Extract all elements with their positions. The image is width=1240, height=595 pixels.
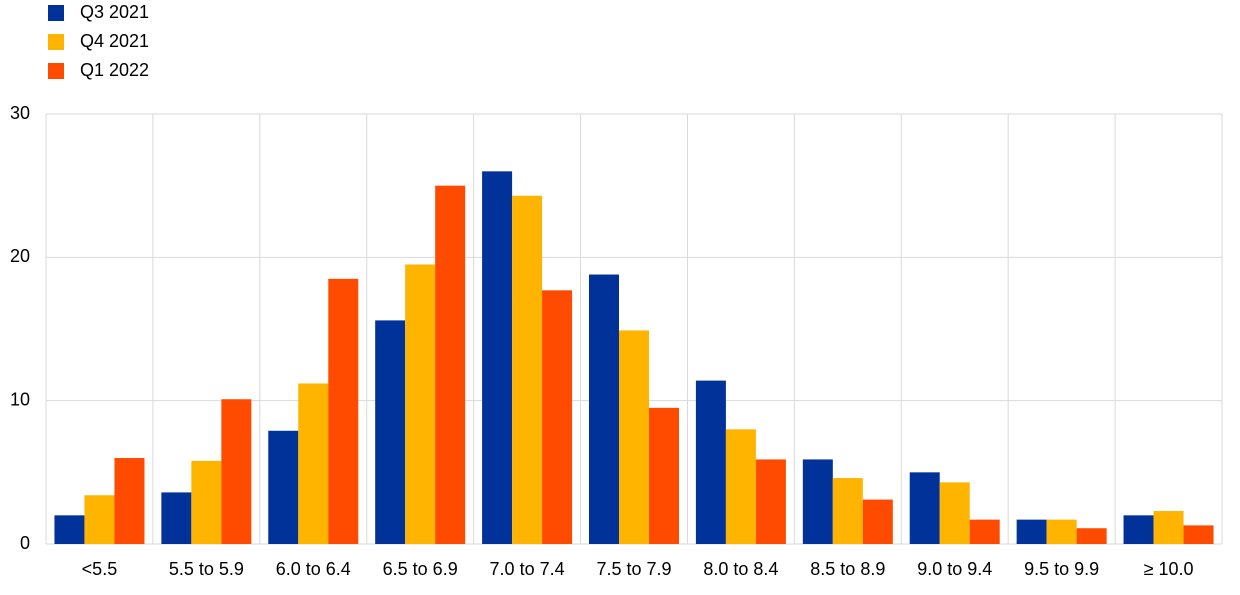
x-tick-label: 8.0 to 8.4: [703, 559, 778, 579]
x-tick-label: 8.5 to 8.9: [810, 559, 885, 579]
x-tick-label: 9.5 to 9.9: [1024, 559, 1099, 579]
bar: [298, 383, 329, 544]
bar: [1153, 511, 1184, 544]
x-tick-label: 6.5 to 6.9: [383, 559, 458, 579]
bar: [1076, 528, 1107, 544]
bar: [1183, 525, 1214, 544]
bar: [862, 499, 893, 544]
bar: [1123, 515, 1154, 544]
legend-label: Q1 2022: [80, 60, 149, 80]
bar: [54, 515, 85, 544]
y-tick-label: 30: [10, 103, 30, 123]
bar: [649, 407, 679, 544]
bar: [802, 459, 833, 544]
x-tick-label: 5.5 to 5.9: [169, 559, 244, 579]
x-tick-label: 7.5 to 7.9: [596, 559, 671, 579]
bar: [435, 185, 466, 544]
legend-swatch: [48, 34, 64, 50]
bar: [512, 195, 543, 544]
x-tick-label: 6.0 to 6.4: [276, 559, 351, 579]
x-tick-label: 7.0 to 7.4: [490, 559, 565, 579]
bar: [114, 458, 145, 544]
bar: [268, 430, 299, 544]
bar: [832, 478, 863, 544]
bar: [619, 330, 649, 544]
bar: [161, 492, 192, 544]
bar: [939, 482, 970, 544]
legend-label: Q4 2021: [80, 31, 149, 51]
x-tick-label: <5.5: [82, 559, 118, 579]
bar: [405, 264, 436, 544]
bar: [589, 274, 619, 544]
bar: [84, 495, 115, 544]
x-tick-label: ≥ 10.0: [1144, 559, 1194, 579]
legend-label: Q3 2021: [80, 2, 149, 22]
x-tick-label: 9.0 to 9.4: [917, 559, 992, 579]
y-tick-label: 20: [10, 246, 30, 266]
bar: [191, 460, 222, 544]
bar: [1016, 519, 1047, 544]
bar: [328, 278, 359, 544]
bar: [221, 399, 252, 544]
bar: [695, 380, 726, 544]
bar: [375, 320, 406, 544]
bar: [969, 519, 1000, 544]
legend-swatch: [48, 5, 64, 21]
bar: [755, 459, 786, 544]
bar: [1046, 519, 1077, 544]
bar: [725, 429, 756, 544]
legend-swatch: [48, 63, 64, 79]
bar: [909, 472, 940, 544]
y-tick-label: 10: [10, 389, 30, 409]
y-tick-label: 0: [20, 533, 30, 553]
bar: [482, 171, 513, 545]
bar: [542, 290, 573, 544]
